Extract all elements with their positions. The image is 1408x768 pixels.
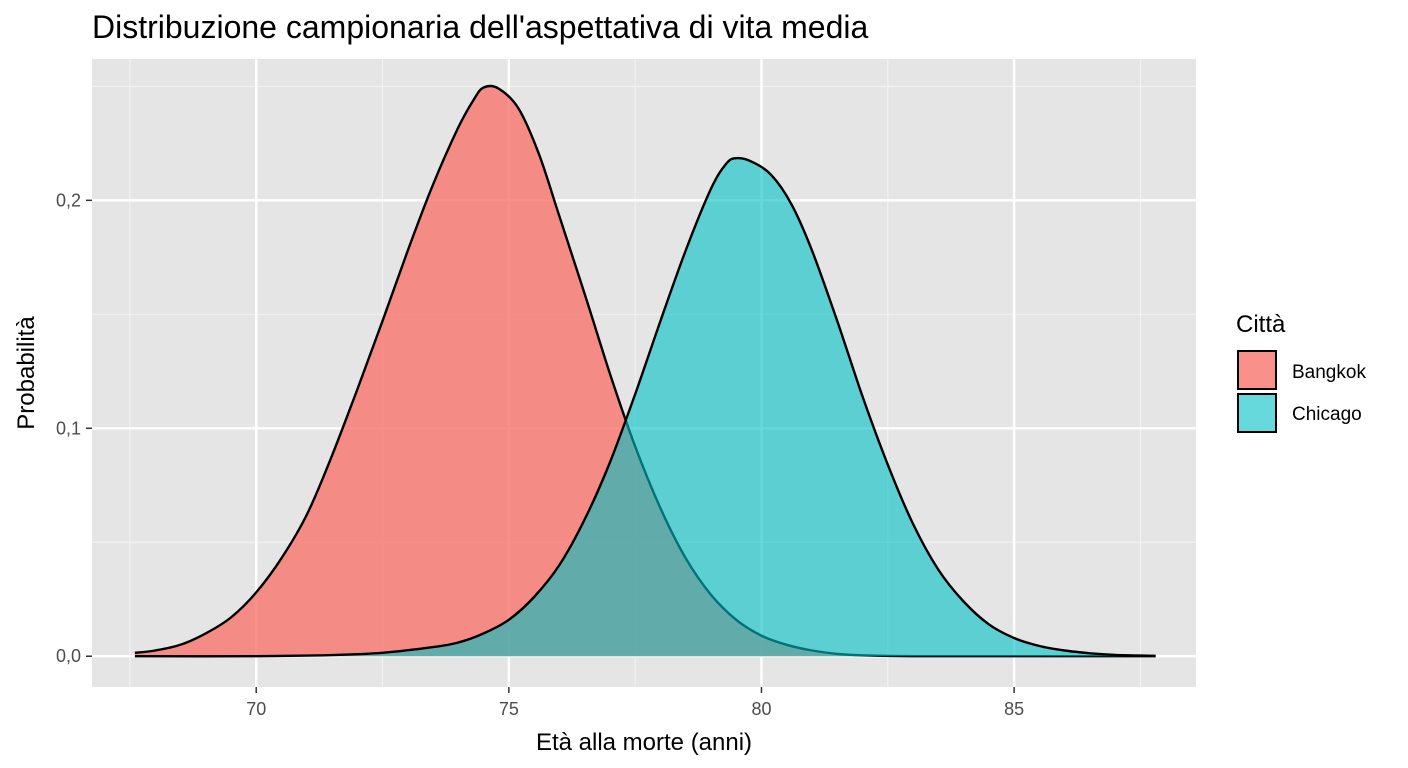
y-tick-label: 0,0 [56,646,81,666]
legend-key-bangkok [1237,350,1277,390]
y-tick-label: 0,1 [56,418,81,438]
x-axis-title: Età alla morte (anni) [536,729,752,756]
legend-label-chicago: Chicago [1292,404,1362,425]
x-tick-label: 80 [751,699,771,719]
legend: Città Bangkok Chicago [1236,311,1366,433]
chart-title: Distribuzione campionaria dell'aspettati… [92,9,868,45]
legend-label-bangkok: Bangkok [1292,362,1366,383]
axes: 70 75 80 85 0,0 0,1 0,2 [56,190,1024,719]
legend-title: Città [1236,311,1286,338]
x-tick-label: 75 [499,699,519,719]
y-tick-label: 0,2 [56,190,81,210]
legend-key-chicago [1237,393,1277,433]
y-axis-title: Probabilità [13,316,40,430]
x-tick-label: 70 [246,699,266,719]
x-tick-label: 85 [1004,699,1024,719]
density-area-chicago [134,158,1156,657]
density-areas [134,84,1156,658]
density-outline-chicago [134,156,1156,658]
density-area-bangkok [134,85,1156,657]
